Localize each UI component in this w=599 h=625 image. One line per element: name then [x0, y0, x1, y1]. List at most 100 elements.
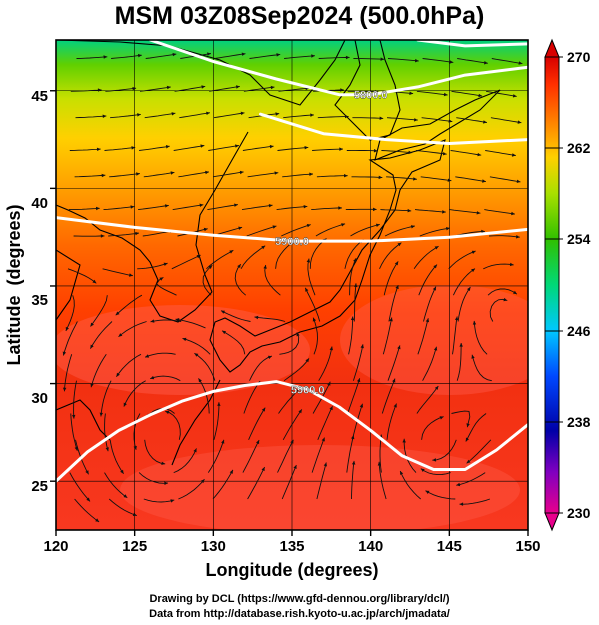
- coast-korea-west: [56, 204, 213, 323]
- streamline-arrowhead: [102, 114, 107, 118]
- streamline-arrowhead: [413, 177, 417, 181]
- streamline-arrowhead: [150, 375, 155, 380]
- streamline: [414, 209, 446, 213]
- streamline-arrowhead: [90, 322, 94, 327]
- streamline-arrowhead: [229, 469, 233, 474]
- streamline-arrowhead: [235, 144, 239, 148]
- streamline: [318, 56, 350, 59]
- streamline: [108, 232, 140, 237]
- streamline: [452, 316, 458, 355]
- streamline-arrowhead: [171, 112, 176, 116]
- streamline: [75, 115, 107, 119]
- streamline: [206, 249, 234, 270]
- height-contour-line: [259, 112, 528, 145]
- streamline-arrowhead: [170, 171, 175, 175]
- streamline-arrowhead: [193, 448, 197, 453]
- streamline-arrowhead: [311, 54, 315, 58]
- streamline-arrowhead: [443, 92, 448, 97]
- streamline: [150, 375, 181, 382]
- streamline-arrowhead: [290, 439, 294, 444]
- streamline: [420, 468, 451, 476]
- streamline: [315, 223, 346, 237]
- streamline: [386, 117, 418, 121]
- streamline: [312, 317, 318, 355]
- colorbar-scale: [544, 56, 560, 514]
- streamline-arrowhead: [459, 502, 464, 506]
- streamline: [448, 250, 476, 270]
- streamline: [173, 145, 205, 151]
- height-contour-line: [416, 40, 528, 48]
- streamline-arrowhead: [449, 60, 454, 64]
- height-contour-line: [56, 380, 528, 483]
- streamline: [221, 330, 246, 355]
- streamline-arrowhead: [206, 111, 210, 115]
- streamline-arrowhead: [378, 175, 383, 180]
- streamline: [489, 176, 521, 183]
- streamline-arrowhead: [329, 406, 333, 411]
- x-tick-label: 130: [201, 538, 226, 555]
- streamline: [100, 380, 112, 417]
- streamline-arrowhead: [172, 52, 177, 57]
- streamline-arrowhead: [261, 467, 265, 472]
- streamline: [307, 258, 316, 296]
- streamline: [104, 472, 128, 499]
- streamline: [248, 407, 266, 440]
- streamline-arrowhead: [240, 111, 245, 116]
- streamline-arrowhead: [304, 146, 309, 150]
- streamline: [422, 58, 454, 63]
- streamline: [144, 112, 176, 119]
- streamline: [351, 176, 383, 178]
- streamline: [451, 410, 471, 428]
- streamline: [282, 409, 303, 441]
- streamline: [465, 413, 487, 442]
- streamline-arrowhead: [397, 242, 402, 247]
- streamline: [67, 268, 97, 284]
- streamline-arrowhead: [395, 285, 399, 290]
- streamline-arrowhead: [380, 57, 385, 61]
- streamline: [138, 204, 169, 211]
- streamline: [90, 295, 108, 327]
- streamline-arrowhead: [200, 144, 205, 148]
- streamline: [145, 53, 177, 59]
- streamline-arrowhead: [511, 211, 515, 216]
- streamline: [432, 439, 457, 461]
- streamline: [452, 268, 476, 296]
- streamline: [214, 53, 246, 59]
- streamline-arrowhead: [85, 470, 89, 475]
- streamline-arrowhead: [310, 113, 314, 117]
- streamline-arrowhead: [269, 144, 274, 149]
- streamline-arrowhead: [329, 346, 333, 351]
- streamline: [249, 53, 281, 59]
- streamline: [207, 204, 238, 211]
- streamline: [466, 439, 492, 464]
- colorbar-max-arrow: [544, 38, 560, 58]
- streamline-arrowhead: [513, 290, 517, 295]
- streamline-arrowhead: [341, 223, 346, 227]
- streamline-arrowhead: [446, 227, 450, 231]
- streamline-arrowhead: [303, 205, 308, 209]
- streamline: [379, 434, 382, 473]
- streamline-arrowhead: [305, 358, 309, 363]
- streamline: [311, 207, 343, 211]
- streamline: [353, 283, 357, 322]
- streamline-arrowhead: [133, 445, 137, 450]
- streamline: [275, 240, 295, 269]
- streamline-arrowhead: [439, 416, 444, 420]
- coast-japan: [209, 139, 446, 373]
- streamline-arrowhead: [105, 447, 109, 452]
- streamline: [109, 173, 140, 178]
- streamline-arrowhead: [298, 409, 302, 414]
- streamline: [419, 227, 450, 237]
- streamline-arrowhead: [92, 279, 97, 284]
- streamline-arrowhead: [135, 231, 139, 236]
- streamline-arrowhead: [321, 437, 325, 442]
- streamline: [491, 58, 523, 65]
- streamline: [194, 352, 216, 381]
- streamline-arrowhead: [165, 410, 170, 415]
- streamline-arrowhead: [415, 58, 419, 63]
- streamline: [212, 171, 244, 178]
- streamline-arrowhead: [203, 227, 208, 232]
- streamline: [417, 318, 429, 355]
- streamline-arrowhead: [375, 223, 380, 227]
- y-tick-label: 30: [31, 390, 48, 407]
